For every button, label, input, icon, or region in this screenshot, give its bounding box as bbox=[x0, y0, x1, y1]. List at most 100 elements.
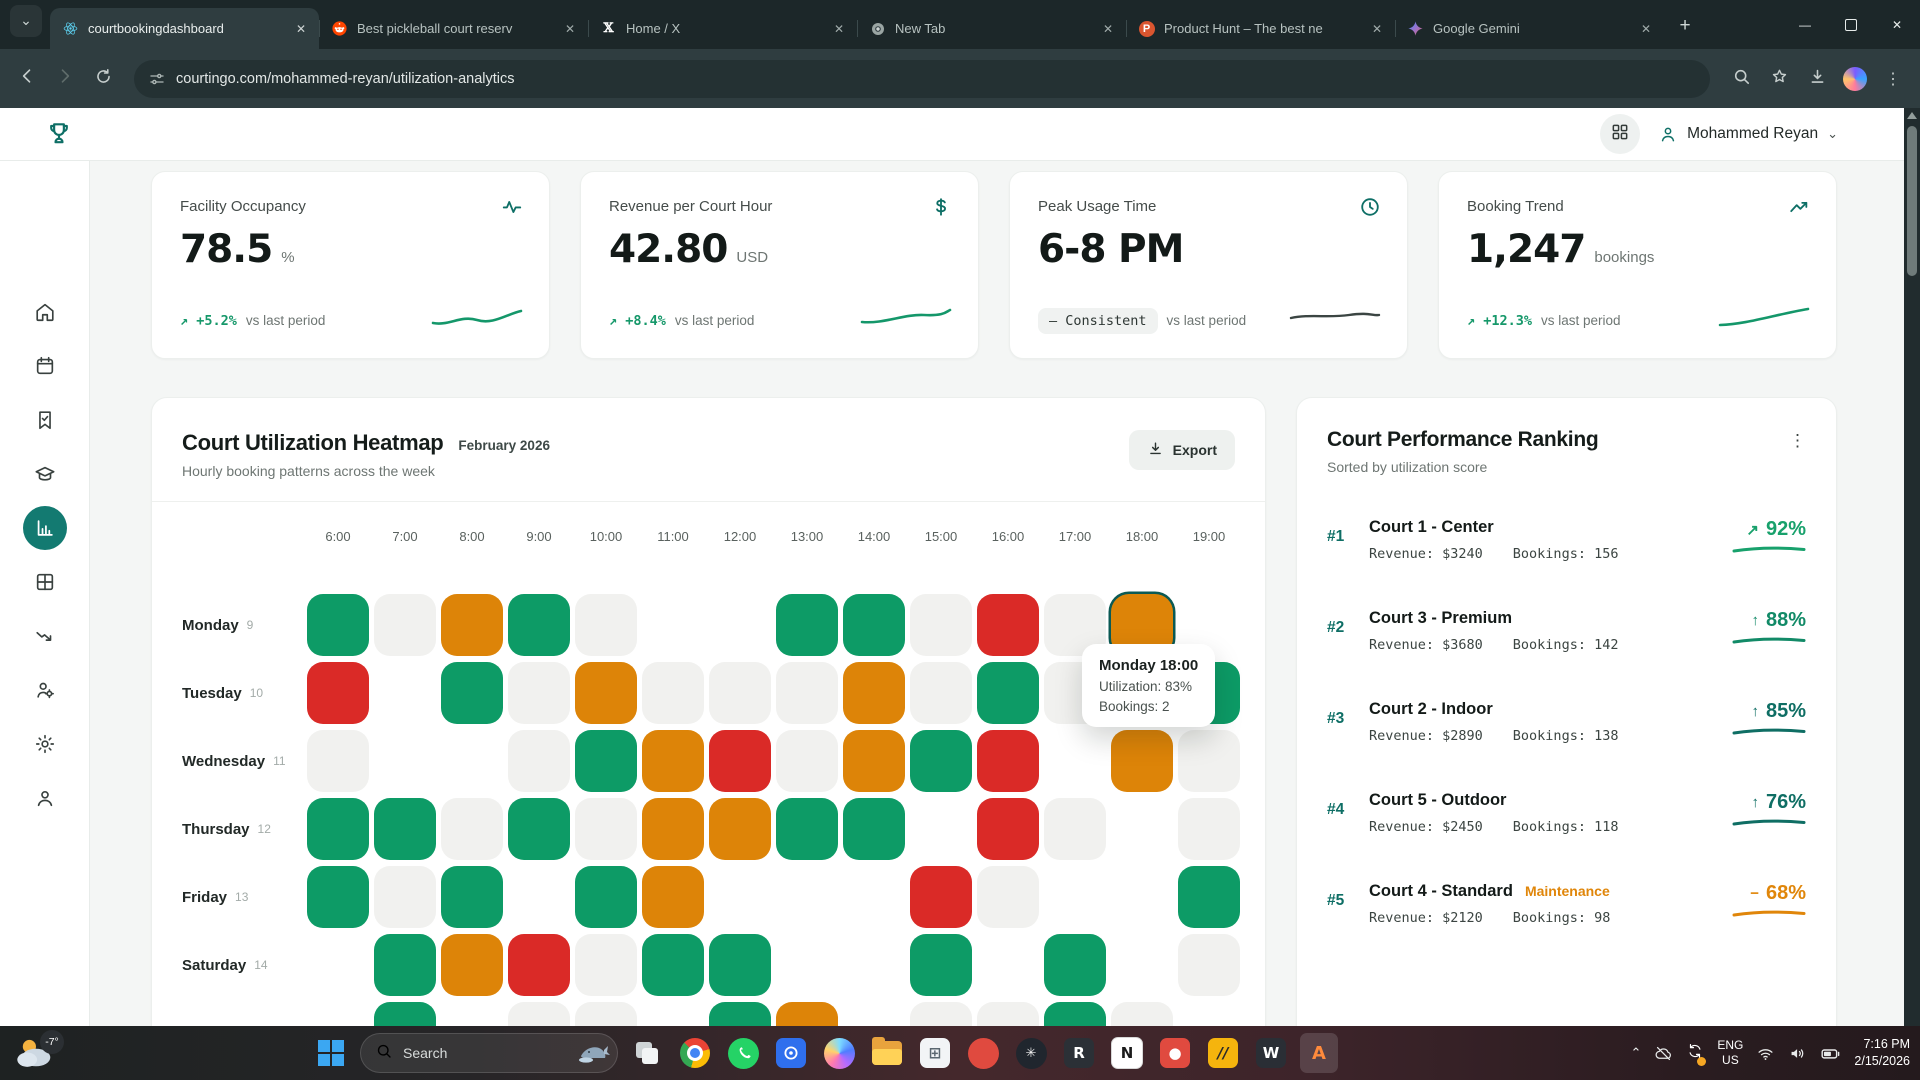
browser-menu-button[interactable]: ⋮ bbox=[1885, 70, 1901, 88]
ranking-menu-button[interactable]: ⋮ bbox=[1789, 431, 1806, 450]
battery-icon[interactable] bbox=[1820, 1043, 1841, 1064]
heatmap-cell-wednesday-8:00[interactable] bbox=[441, 730, 503, 792]
heatmap-cell-sunday-17:00[interactable] bbox=[1044, 1002, 1106, 1026]
tab-close-icon[interactable]: ✕ bbox=[1102, 21, 1114, 36]
heatmap-cell-wednesday-7:00[interactable] bbox=[374, 730, 436, 792]
heatmap-cell-sunday-10:00[interactable] bbox=[575, 1002, 637, 1026]
ranking-row-1[interactable]: #1 Court 1 - Center Revenue: $3240 Bookings… bbox=[1327, 495, 1806, 586]
heatmap-cell-monday-15:00[interactable] bbox=[910, 594, 972, 656]
volume-icon[interactable] bbox=[1788, 1044, 1807, 1063]
heatmap-cell-friday-14:00[interactable] bbox=[843, 866, 905, 928]
heatmap-cell-monday-11:00[interactable] bbox=[642, 594, 704, 656]
heatmap-cell-thursday-14:00[interactable] bbox=[843, 798, 905, 860]
heatmap-cell-friday-15:00[interactable] bbox=[910, 866, 972, 928]
heatmap-cell-friday-11:00[interactable] bbox=[642, 866, 704, 928]
heatmap-cell-thursday-7:00[interactable] bbox=[374, 798, 436, 860]
address-bar[interactable]: courtingo.com/mohammed-reyan/utilization… bbox=[134, 59, 1710, 98]
page-scrollbar[interactable] bbox=[1904, 108, 1920, 1026]
sidebar-item-home[interactable] bbox=[23, 290, 67, 334]
ranking-row-2[interactable]: #2 Court 3 - Premium Revenue: $3680 Booking… bbox=[1327, 586, 1806, 677]
heatmap-cell-sunday-11:00[interactable] bbox=[642, 1002, 704, 1026]
tab-close-icon[interactable]: ✕ bbox=[295, 21, 307, 36]
heatmap-cell-thursday-12:00[interactable] bbox=[709, 798, 771, 860]
find-button[interactable] bbox=[1724, 62, 1758, 96]
task-view-button[interactable] bbox=[628, 1033, 666, 1073]
profile-button[interactable] bbox=[1838, 62, 1872, 96]
weather-widget[interactable]: -7° bbox=[14, 1030, 64, 1073]
heatmap-cell-saturday-6:00[interactable] bbox=[307, 934, 369, 996]
sidebar-item-calendar[interactable] bbox=[23, 344, 67, 388]
sidebar-item-education[interactable] bbox=[23, 452, 67, 496]
heatmap-cell-saturday-7:00[interactable] bbox=[374, 934, 436, 996]
tab-search-button[interactable]: ⌄ bbox=[10, 4, 42, 37]
language-indicator[interactable]: ENG US bbox=[1717, 1038, 1743, 1068]
heatmap-cell-friday-13:00[interactable] bbox=[776, 866, 838, 928]
close-button[interactable]: ✕ bbox=[1891, 17, 1903, 32]
scroll-up-arrow-icon[interactable] bbox=[1907, 112, 1917, 119]
heatmap-cell-wednesday-13:00[interactable] bbox=[776, 730, 838, 792]
heatmap-cell-saturday-10:00[interactable] bbox=[575, 934, 637, 996]
heatmap-cell-tuesday-6:00[interactable] bbox=[307, 662, 369, 724]
user-menu[interactable]: Mohammed Reyan ⌄ bbox=[1658, 124, 1838, 144]
sidebar-item-trends[interactable] bbox=[23, 614, 67, 658]
heatmap-cell-wednesday-14:00[interactable] bbox=[843, 730, 905, 792]
tab-close-icon[interactable]: ✕ bbox=[1640, 21, 1652, 36]
browser-tab-producthunt[interactable]: P Product Hunt – The best ne ✕ bbox=[1126, 8, 1395, 49]
heatmap-cell-sunday-12:00[interactable] bbox=[709, 1002, 771, 1026]
apps-grid-button[interactable] bbox=[1600, 114, 1641, 154]
heatmap-cell-sunday-19:00[interactable] bbox=[1178, 1002, 1240, 1026]
taskbar-file-explorer-icon[interactable] bbox=[868, 1033, 906, 1073]
heatmap-cell-saturday-13:00[interactable] bbox=[776, 934, 838, 996]
heatmap-cell-sunday-15:00[interactable] bbox=[910, 1002, 972, 1026]
heatmap-cell-saturday-8:00[interactable] bbox=[441, 934, 503, 996]
tray-chevron-up-icon[interactable]: ⌃ bbox=[1630, 1045, 1642, 1060]
heatmap-cell-saturday-18:00[interactable] bbox=[1111, 934, 1173, 996]
heatmap-cell-saturday-14:00[interactable] bbox=[843, 934, 905, 996]
heatmap-cell-saturday-9:00[interactable] bbox=[508, 934, 570, 996]
browser-tab-gemini[interactable]: Google Gemini ✕ bbox=[1395, 8, 1664, 49]
heatmap-cell-friday-18:00[interactable] bbox=[1111, 866, 1173, 928]
taskbar-red-square-app-icon[interactable]: ● bbox=[1156, 1033, 1194, 1073]
back-button[interactable] bbox=[10, 62, 44, 96]
sidebar-item-courts[interactable] bbox=[23, 560, 67, 604]
heatmap-cell-saturday-15:00[interactable] bbox=[910, 934, 972, 996]
heatmap-cell-thursday-8:00[interactable] bbox=[441, 798, 503, 860]
taskbar-copilot-icon[interactable] bbox=[820, 1033, 858, 1073]
heatmap-cell-saturday-12:00[interactable] bbox=[709, 934, 771, 996]
heatmap-cell-friday-7:00[interactable] bbox=[374, 866, 436, 928]
sync-icon[interactable] bbox=[1686, 1042, 1707, 1066]
taskbar-calculator-app-icon[interactable]: ⊞ bbox=[916, 1033, 954, 1073]
site-info-icon[interactable] bbox=[148, 70, 166, 88]
heatmap-cell-friday-6:00[interactable] bbox=[307, 866, 369, 928]
bookmark-button[interactable] bbox=[1762, 62, 1796, 96]
heatmap-cell-monday-14:00[interactable] bbox=[843, 594, 905, 656]
browser-tab-react[interactable]: courtbookingdashboard ✕ bbox=[50, 8, 319, 49]
heatmap-cell-monday-13:00[interactable] bbox=[776, 594, 838, 656]
heatmap-cell-monday-9:00[interactable] bbox=[508, 594, 570, 656]
heatmap-cell-saturday-19:00[interactable] bbox=[1178, 934, 1240, 996]
heatmap-cell-wednesday-11:00[interactable] bbox=[642, 730, 704, 792]
sidebar-item-members[interactable] bbox=[23, 668, 67, 712]
minimize-button[interactable]: — bbox=[1799, 17, 1811, 32]
heatmap-cell-thursday-19:00[interactable] bbox=[1178, 798, 1240, 860]
heatmap-cell-friday-19:00[interactable] bbox=[1178, 866, 1240, 928]
heatmap-cell-thursday-13:00[interactable] bbox=[776, 798, 838, 860]
heatmap-cell-wednesday-10:00[interactable] bbox=[575, 730, 637, 792]
heatmap-cell-saturday-11:00[interactable] bbox=[642, 934, 704, 996]
heatmap-cell-thursday-17:00[interactable] bbox=[1044, 798, 1106, 860]
heatmap-cell-wednesday-19:00[interactable] bbox=[1178, 730, 1240, 792]
heatmap-cell-sunday-6:00[interactable] bbox=[307, 1002, 369, 1026]
heatmap-cell-sunday-16:00[interactable] bbox=[977, 1002, 1039, 1026]
heatmap-cell-tuesday-14:00[interactable] bbox=[843, 662, 905, 724]
heatmap-cell-sunday-7:00[interactable] bbox=[374, 1002, 436, 1026]
browser-tab-reddit[interactable]: Best pickleball court reserv ✕ bbox=[319, 8, 588, 49]
heatmap-cell-monday-6:00[interactable] bbox=[307, 594, 369, 656]
sidebar-item-profile[interactable] bbox=[23, 776, 67, 820]
heatmap-cell-saturday-16:00[interactable] bbox=[977, 934, 1039, 996]
search-highlight-image[interactable] bbox=[577, 1038, 611, 1069]
heatmap-cell-tuesday-7:00[interactable] bbox=[374, 662, 436, 724]
browser-tab-chrome[interactable]: New Tab ✕ bbox=[857, 8, 1126, 49]
heatmap-cell-tuesday-8:00[interactable] bbox=[441, 662, 503, 724]
taskbar-r-app-icon[interactable]: R bbox=[1060, 1033, 1098, 1073]
heatmap-cell-tuesday-13:00[interactable] bbox=[776, 662, 838, 724]
